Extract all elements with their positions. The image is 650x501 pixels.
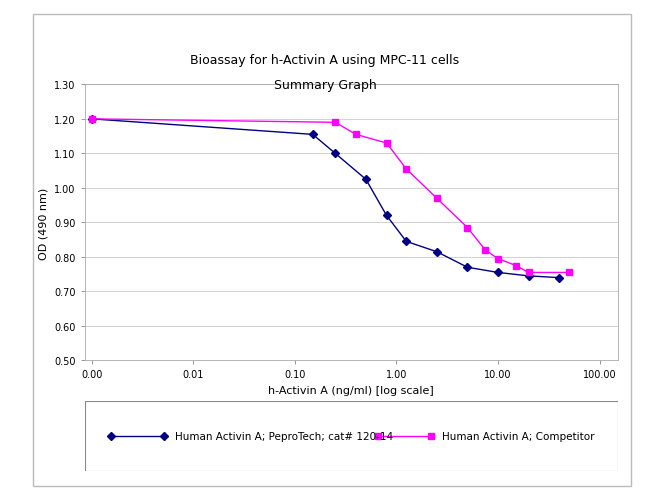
Text: Bioassay for h-Activin A using MPC-11 cells: Bioassay for h-Activin A using MPC-11 ce… <box>190 54 460 67</box>
Line: Human Activin A; Competitor: Human Activin A; Competitor <box>89 117 572 276</box>
Human Activin A; PeproTech; cat# 120-14 <box>362 177 370 183</box>
FancyBboxPatch shape <box>84 401 618 471</box>
Human Activin A; Competitor <box>383 141 391 147</box>
Human Activin A; Competitor <box>352 132 360 138</box>
Human Activin A; Competitor <box>88 117 96 123</box>
X-axis label: h-Activin A (ng/ml) [log scale]: h-Activin A (ng/ml) [log scale] <box>268 385 434 395</box>
Text: Human Activin A; PeproTech; cat# 120-14: Human Activin A; PeproTech; cat# 120-14 <box>175 431 393 441</box>
Human Activin A; PeproTech; cat# 120-14 <box>309 132 317 138</box>
FancyBboxPatch shape <box>32 15 630 486</box>
Human Activin A; PeproTech; cat# 120-14 <box>402 239 410 245</box>
Human Activin A; Competitor <box>525 270 532 276</box>
Text: Human Activin A; Competitor: Human Activin A; Competitor <box>441 431 594 441</box>
Human Activin A; Competitor <box>565 270 573 276</box>
Human Activin A; PeproTech; cat# 120-14 <box>463 265 471 271</box>
Human Activin A; Competitor <box>463 225 471 231</box>
Human Activin A; Competitor <box>482 247 489 254</box>
Y-axis label: OD (490 nm): OD (490 nm) <box>38 187 48 259</box>
Human Activin A; Competitor <box>433 196 441 202</box>
Human Activin A; PeproTech; cat# 120-14 <box>494 270 502 276</box>
Human Activin A; Competitor <box>402 166 410 172</box>
Human Activin A; PeproTech; cat# 120-14 <box>332 151 339 157</box>
Human Activin A; PeproTech; cat# 120-14 <box>383 213 391 219</box>
Human Activin A; Competitor <box>512 263 520 269</box>
Text: Summary Graph: Summary Graph <box>274 79 376 92</box>
Human Activin A; PeproTech; cat# 120-14 <box>525 274 532 280</box>
Line: Human Activin A; PeproTech; cat# 120-14: Human Activin A; PeproTech; cat# 120-14 <box>89 117 562 281</box>
Human Activin A; PeproTech; cat# 120-14 <box>433 249 441 255</box>
Human Activin A; Competitor <box>494 256 502 262</box>
Human Activin A; Competitor <box>332 120 339 126</box>
Human Activin A; PeproTech; cat# 120-14 <box>555 275 563 281</box>
Human Activin A; PeproTech; cat# 120-14 <box>88 117 96 123</box>
